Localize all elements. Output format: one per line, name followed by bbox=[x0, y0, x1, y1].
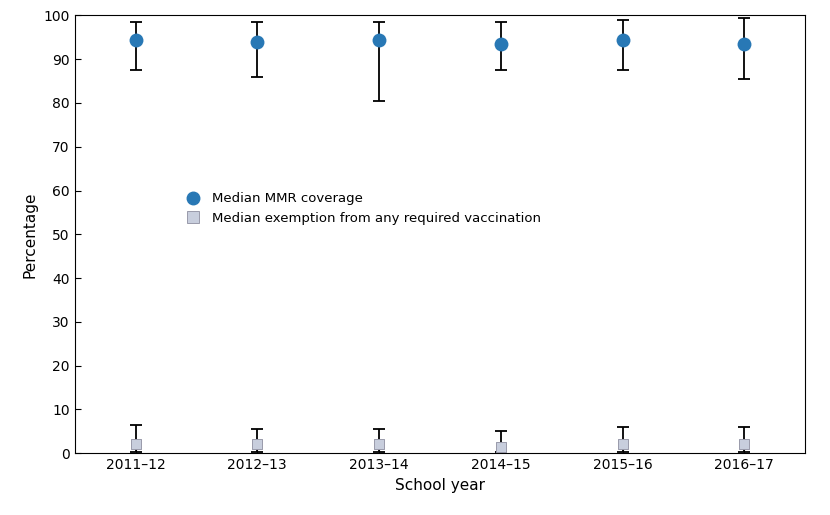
Point bbox=[738, 40, 751, 48]
Point bbox=[494, 40, 507, 48]
Point bbox=[373, 440, 386, 449]
Legend: Median MMR coverage, Median exemption from any required vaccination: Median MMR coverage, Median exemption fr… bbox=[176, 188, 544, 229]
Point bbox=[373, 36, 386, 44]
Point bbox=[738, 440, 751, 449]
Point bbox=[494, 442, 507, 451]
Point bbox=[129, 36, 142, 44]
Point bbox=[251, 38, 264, 46]
Point bbox=[616, 36, 629, 44]
Point bbox=[251, 440, 264, 449]
Point bbox=[129, 440, 142, 449]
Y-axis label: Percentage: Percentage bbox=[23, 191, 38, 278]
Point bbox=[616, 440, 629, 449]
X-axis label: School year: School year bbox=[395, 477, 485, 493]
